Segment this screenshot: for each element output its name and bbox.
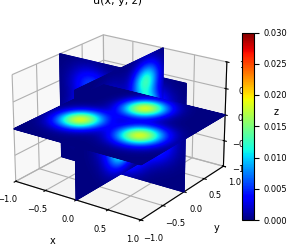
X-axis label: x: x — [50, 236, 56, 246]
Y-axis label: y: y — [213, 222, 219, 232]
Title: u(x, y, z): u(x, y, z) — [93, 0, 142, 6]
